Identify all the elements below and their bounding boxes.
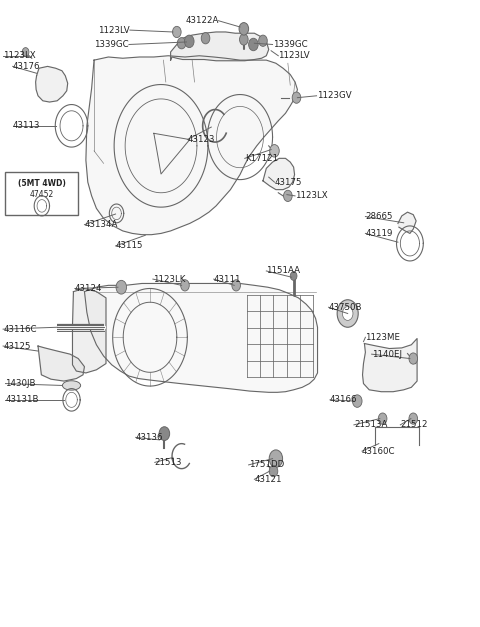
Text: 1123LX: 1123LX (295, 191, 328, 201)
Circle shape (409, 413, 418, 424)
Text: 1339GC: 1339GC (273, 40, 307, 49)
Text: 43175: 43175 (275, 177, 302, 187)
Circle shape (159, 427, 169, 441)
Circle shape (249, 38, 258, 51)
Text: 1339GC: 1339GC (95, 40, 129, 49)
Circle shape (116, 280, 127, 294)
Polygon shape (263, 159, 295, 189)
Polygon shape (84, 283, 318, 393)
Circle shape (184, 35, 194, 48)
Text: 1123LX: 1123LX (3, 51, 36, 60)
Text: 47452: 47452 (30, 189, 54, 199)
Circle shape (269, 465, 278, 477)
Text: 43160C: 43160C (362, 446, 396, 456)
Text: 1751DD: 1751DD (249, 460, 284, 470)
Text: 43750B: 43750B (328, 303, 362, 312)
Circle shape (337, 300, 358, 327)
Text: 1123LV: 1123LV (278, 51, 310, 60)
Text: 21512: 21512 (400, 420, 428, 429)
Text: 43124: 43124 (75, 284, 102, 293)
Text: 1123LV: 1123LV (98, 26, 130, 34)
Text: 43136: 43136 (136, 433, 163, 442)
Circle shape (239, 23, 249, 35)
Circle shape (180, 280, 189, 291)
Text: K17121: K17121 (245, 154, 278, 163)
Circle shape (269, 450, 283, 467)
Text: 43121: 43121 (254, 475, 282, 484)
Circle shape (232, 280, 240, 291)
Circle shape (259, 35, 267, 46)
Polygon shape (38, 346, 84, 381)
Text: 43116C: 43116C (3, 325, 36, 334)
Text: 43111: 43111 (214, 275, 241, 283)
Text: 43113: 43113 (12, 121, 40, 130)
Polygon shape (36, 66, 68, 102)
Text: 1123ME: 1123ME (365, 333, 400, 342)
Text: 1430JB: 1430JB (5, 379, 36, 388)
Circle shape (172, 26, 181, 38)
Text: 43131B: 43131B (5, 396, 39, 404)
Text: 43115: 43115 (116, 241, 143, 250)
Text: 43134A: 43134A (84, 220, 118, 229)
Circle shape (22, 48, 29, 56)
Circle shape (378, 413, 387, 424)
Text: 43122A: 43122A (185, 16, 218, 25)
Circle shape (409, 353, 418, 364)
Polygon shape (86, 56, 298, 234)
Circle shape (292, 92, 301, 103)
Polygon shape (72, 288, 106, 373)
Text: 43125: 43125 (3, 342, 31, 350)
Text: 43166: 43166 (330, 396, 358, 404)
Circle shape (201, 33, 210, 44)
Text: 1123GV: 1123GV (317, 92, 351, 100)
Polygon shape (170, 32, 269, 61)
Text: 1140EJ: 1140EJ (372, 350, 402, 359)
Circle shape (270, 145, 279, 157)
Circle shape (284, 190, 292, 201)
Text: 21513: 21513 (155, 458, 182, 467)
Circle shape (240, 34, 248, 45)
Circle shape (177, 38, 186, 49)
Circle shape (352, 395, 362, 408)
Polygon shape (398, 212, 416, 233)
Circle shape (342, 307, 353, 320)
Bar (5, 172, 78, 214)
Circle shape (290, 271, 297, 280)
Ellipse shape (62, 381, 81, 390)
Text: 43176: 43176 (12, 62, 40, 71)
Text: 1151AA: 1151AA (266, 266, 300, 275)
Text: 1123LK: 1123LK (153, 275, 185, 283)
Text: 43119: 43119 (365, 229, 393, 238)
Text: 21513A: 21513A (354, 420, 387, 429)
Text: 28665: 28665 (365, 212, 393, 221)
Text: (5MT 4WD): (5MT 4WD) (18, 179, 66, 188)
Text: 43123: 43123 (187, 135, 215, 144)
Polygon shape (362, 339, 417, 392)
